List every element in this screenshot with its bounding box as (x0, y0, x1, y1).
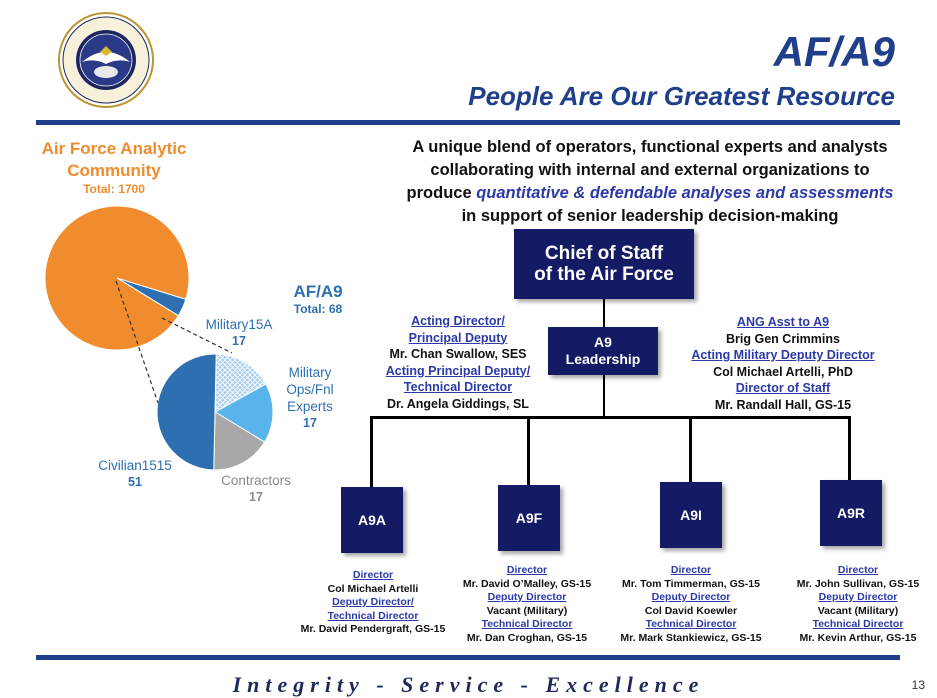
footer-motto: Integrity - Service - Excellence (232, 672, 705, 697)
chief-line-2: of the Air Force (534, 264, 674, 285)
a9i-name-3: Mr. Mark Stankiewicz, GS-15 (620, 631, 762, 644)
a9f-name-1: Mr. David O’Malley, GS-15 (462, 577, 592, 590)
community-pie-title: Air Force Analytic Community (41, 139, 187, 180)
a9-leadership-box: A9 Leadership (548, 327, 658, 375)
a9f-role-1: Director (506, 564, 548, 576)
role-technical-director: Technical Director (403, 380, 513, 394)
civilian-name: Civilian1515 (98, 458, 172, 473)
role-ang-asst: ANG Asst to A9 (736, 315, 830, 329)
leadership-left-roster: Acting Director/ Principal Deputy Mr. Ch… (360, 313, 556, 412)
name-swallow: Mr. Chan Swallow, SES (389, 347, 527, 361)
slice-label-military15a: Military15A 17 (194, 316, 284, 350)
mission-line-2: collaborating with internal and external… (430, 161, 870, 179)
connector-horizontal-bus (370, 416, 851, 419)
a9r-name-1: Mr. John Sullivan, GS-15 (796, 577, 920, 590)
military15a-name: Military15A (205, 317, 273, 332)
a9a-name-2: Mr. David Pendergraft, GS-15 (300, 623, 446, 635)
contractors-value: 17 (249, 490, 263, 504)
a9f-role-2: Deputy Director (487, 591, 567, 603)
a9r-name-2: Vacant (Military) (817, 604, 899, 617)
a9f-name-2: Vacant (Military) (486, 604, 568, 617)
role-director-of-staff: Director of Staff (735, 381, 831, 395)
division-box-a9r: A9R (820, 480, 882, 546)
a9r-role-1: Director (837, 564, 879, 576)
role-acting-principal-deputy: Acting Principal Deputy/ (385, 363, 531, 378)
pie-slice-military-ops (214, 383, 274, 443)
a9r-name-3: Mr. Kevin Arthur, GS-15 (799, 631, 917, 644)
a9i-name-2: Col David Koewler (644, 604, 738, 617)
a9-pie-title: AF/A9 (293, 282, 343, 301)
mission-line-3-prefix: produce (406, 184, 477, 202)
role-principal-deputy: Principal Deputy (408, 330, 508, 345)
pie-slice-civilian (156, 353, 217, 471)
role-acting-military-deputy: Acting Military Deputy Director (691, 348, 875, 362)
contractors-name: Contractors (221, 473, 291, 488)
a9i-name-1: Mr. Tom Timmerman, GS-15 (622, 577, 760, 590)
header-divider (36, 120, 900, 125)
civilian-value: 51 (128, 475, 142, 489)
a9f-name-3: Mr. Dan Croghan, GS-15 (466, 631, 588, 644)
a9i-role-1: Director (670, 564, 712, 576)
a9r-role-2: Deputy Director (818, 591, 898, 603)
slice-label-military-ops: Military Ops/Fnl Experts 17 (272, 364, 348, 432)
name-crimmins: Brig Gen Crimmins (726, 331, 840, 346)
division-roster-a9a: Director Col Michael Artelli Deputy Dire… (281, 569, 465, 637)
chief-line-1: Chief of Staff (544, 243, 664, 264)
pie-slice-rest-of-community (44, 205, 190, 351)
slice-label-contractors: Contractors 17 (208, 472, 304, 506)
mission-line-4: in support of senior leadership decision… (461, 207, 839, 225)
connector-a9f (527, 416, 530, 485)
a9a-role-2: Deputy Director/ (332, 596, 414, 608)
name-giddings: Dr. Angela Giddings, SL (387, 396, 529, 411)
a9r-role-3: Technical Director (812, 618, 904, 630)
page-number: 13 (911, 678, 925, 692)
role-acting-director: Acting Director/ (411, 314, 505, 328)
connector-line-bottom (115, 280, 159, 404)
connector-a9a (370, 416, 373, 487)
military15a-value: 17 (232, 334, 246, 348)
division-roster-a9i: Director Mr. Tom Timmerman, GS-15 Deputy… (606, 564, 776, 645)
leadership-line-1: A9 (594, 334, 612, 350)
mission-line-3: produce quantitative & defendable analys… (360, 182, 937, 205)
milops-line-2: Ops/Fnl (286, 382, 334, 397)
page-title: AF/A9 (773, 28, 895, 75)
community-pie-total: Total: 1700 (83, 182, 145, 196)
division-roster-a9r: Director Mr. John Sullivan, GS-15 Deputy… (780, 564, 936, 645)
connector-leadership-bus (603, 375, 605, 417)
a9i-role-3: Technical Director (645, 618, 737, 630)
division-box-a9a: A9A (341, 487, 403, 553)
a9a-role-2b: Technical Director (327, 609, 419, 622)
mission-emphasis: quantitative & defendable analyses and a… (476, 184, 894, 202)
name-hall: Mr. Randall Hall, GS-15 (714, 397, 852, 412)
milops-line-3: Experts (287, 399, 333, 414)
milops-value: 17 (303, 416, 317, 430)
a9a-name-1: Col Michael Artelli (327, 582, 419, 595)
footer-divider (36, 655, 900, 660)
page-subtitle: People Are Our Greatest Resource (468, 81, 895, 111)
pie-slice-contractors (213, 411, 266, 471)
a9f-role-3: Technical Director (481, 618, 573, 630)
name-artelli: Col Michael Artelli, PhD (713, 364, 853, 379)
division-roster-a9f: Director Mr. David O’Malley, GS-15 Deput… (446, 564, 608, 645)
department-seal-logo (58, 12, 154, 108)
slice-label-civilian: Civilian1515 51 (80, 457, 190, 491)
connector-chief-leadership (603, 299, 605, 327)
connector-line-top (161, 317, 233, 354)
chief-of-staff-box: Chief of Staff of the Air Force (514, 229, 694, 299)
a9-pie-total: Total: 68 (293, 302, 343, 316)
division-box-a9f: A9F (498, 485, 560, 551)
milops-line-1: Military (288, 365, 332, 380)
connector-a9r (848, 416, 851, 480)
leadership-line-2: Leadership (565, 351, 641, 367)
connector-a9i (689, 416, 692, 482)
division-box-a9i: A9I (660, 482, 722, 548)
mission-statement: A unique blend of operators, functional … (360, 136, 937, 228)
leadership-right-roster: ANG Asst to A9 Brig Gen Crimmins Acting … (666, 314, 900, 413)
pie-slice-military15a (214, 353, 267, 413)
a9a-role-1: Director (352, 569, 394, 581)
mission-line-1: A unique blend of operators, functional … (412, 138, 888, 156)
a9i-role-2: Deputy Director (651, 591, 731, 603)
